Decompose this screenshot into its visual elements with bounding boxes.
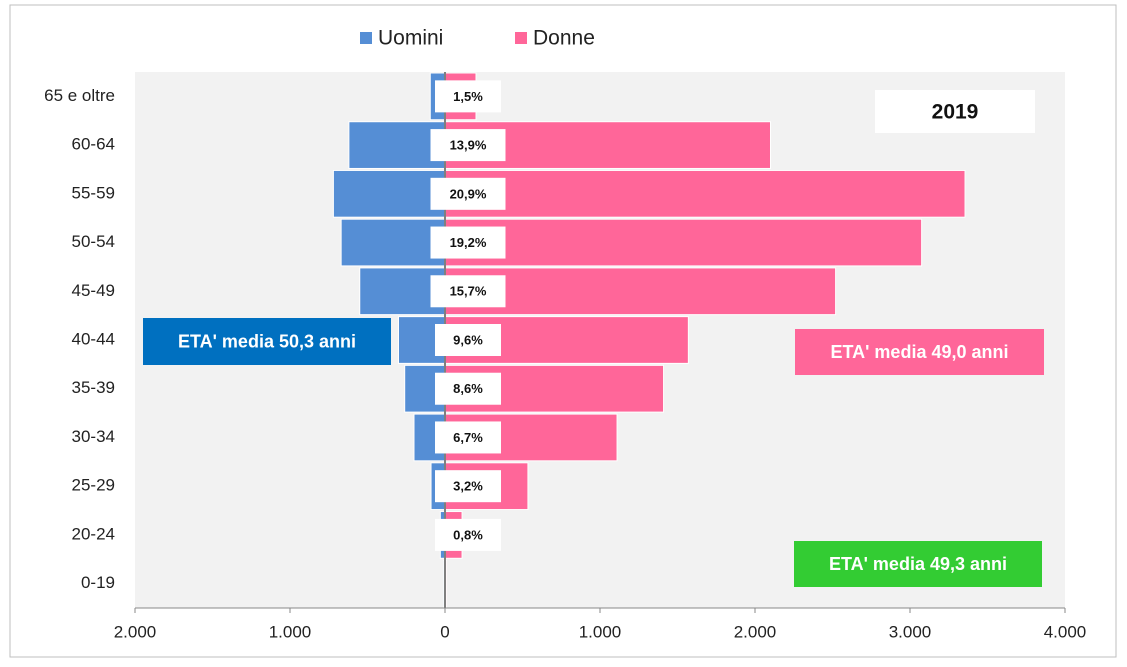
share-label: 0,8% (453, 527, 483, 542)
share-label: 8,6% (453, 381, 483, 396)
annotation-box (795, 329, 1044, 375)
y-tick-label: 50-54 (72, 232, 115, 251)
share-label: 6,7% (453, 430, 483, 445)
share-label: 19,2% (450, 235, 487, 250)
y-tick-label: 20-24 (72, 524, 115, 543)
legend-label: Uomini (378, 27, 443, 50)
legend-swatch (515, 32, 527, 44)
year-box (875, 90, 1035, 133)
share-label: 3,2% (453, 479, 483, 494)
bar (444, 169, 966, 218)
share-label: 15,7% (450, 284, 487, 299)
share-label: 13,9% (450, 138, 487, 153)
x-tick-label: 4.000 (1044, 622, 1087, 641)
share-label-box (430, 226, 506, 259)
legend-swatch (360, 32, 372, 44)
annotation: ETA' media 49,0 anni (830, 342, 1008, 362)
x-tick-label: 1.000 (579, 622, 622, 641)
share-label-box (435, 470, 501, 503)
y-tick-label: 65 e oltre (44, 86, 115, 105)
share-label-box (430, 177, 506, 210)
bar (444, 218, 923, 267)
x-tick-label: 1.000 (269, 622, 312, 641)
y-tick-label: 30-34 (72, 427, 115, 446)
bar (332, 169, 446, 218)
y-tick-label: 45-49 (72, 281, 115, 300)
legend-label: Donne (533, 27, 595, 50)
share-label-box (435, 324, 501, 356)
bar (348, 121, 446, 169)
x-tick-label: 3.000 (889, 622, 932, 641)
share-label-box (435, 518, 501, 551)
year-label: 2019 (932, 101, 979, 124)
annotation: ETA' media 50,3 anni (178, 331, 356, 351)
share-label-box (430, 129, 506, 162)
x-tick-label: 0 (440, 622, 449, 641)
x-tick-label: 2.000 (734, 622, 777, 641)
annotation-box (794, 541, 1042, 587)
annotation: ETA' media 49,3 anni (829, 554, 1007, 574)
share-label-box (435, 372, 501, 405)
share-label-box (435, 80, 501, 113)
y-tick-label: 55-59 (72, 183, 115, 202)
share-label-box (435, 421, 501, 454)
y-tick-label: 40-44 (72, 329, 115, 348)
bar (444, 267, 837, 316)
share-label-box (430, 275, 506, 308)
x-tick-label: 2.000 (114, 622, 157, 641)
y-tick-label: 60-64 (72, 135, 115, 154)
share-label: 20,9% (450, 186, 487, 201)
y-tick-label: 35-39 (72, 378, 115, 397)
bar (340, 218, 446, 267)
share-label: 1,5% (453, 89, 483, 104)
share-label: 9,6% (453, 332, 483, 347)
y-tick-label: 25-29 (72, 476, 115, 495)
annotation-box (143, 318, 391, 365)
y-tick-label: 0-19 (81, 573, 115, 592)
